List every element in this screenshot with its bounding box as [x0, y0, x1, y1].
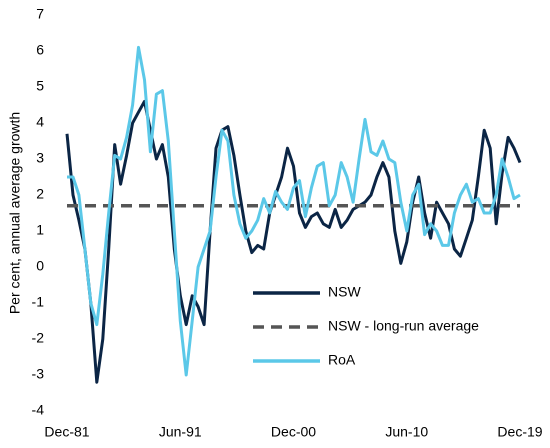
y-tick-label: -1 [32, 294, 45, 310]
y-tick-label: 5 [36, 78, 44, 94]
y-tick-label: -2 [32, 330, 45, 346]
y-tick-label: 1 [36, 222, 44, 238]
x-tick-label: Jun-10 [385, 424, 428, 440]
x-tick-label: Jun-91 [159, 424, 202, 440]
y-tick-label: 7 [36, 6, 44, 22]
y-tick-label: -3 [32, 366, 45, 382]
y-tick-label: 3 [36, 150, 44, 166]
y-tick-label: 6 [36, 42, 44, 58]
y-tick-label: 4 [36, 114, 44, 130]
legend-label: NSW - long-run average [328, 318, 479, 334]
y-tick-label: 2 [36, 186, 44, 202]
x-tick-label: Dec-81 [44, 424, 89, 440]
legend-label: NSW [328, 284, 361, 300]
y-axis-label: Per cent, annual average growth [7, 112, 23, 314]
data-line [65, 99, 522, 384]
data-line [67, 45, 521, 377]
legend-label: RoA [328, 352, 356, 368]
x-tick-label: Dec-19 [497, 424, 542, 440]
x-tick-label: Dec-00 [271, 424, 316, 440]
y-tick-label: 0 [36, 258, 44, 274]
y-tick-label: -4 [32, 402, 45, 418]
